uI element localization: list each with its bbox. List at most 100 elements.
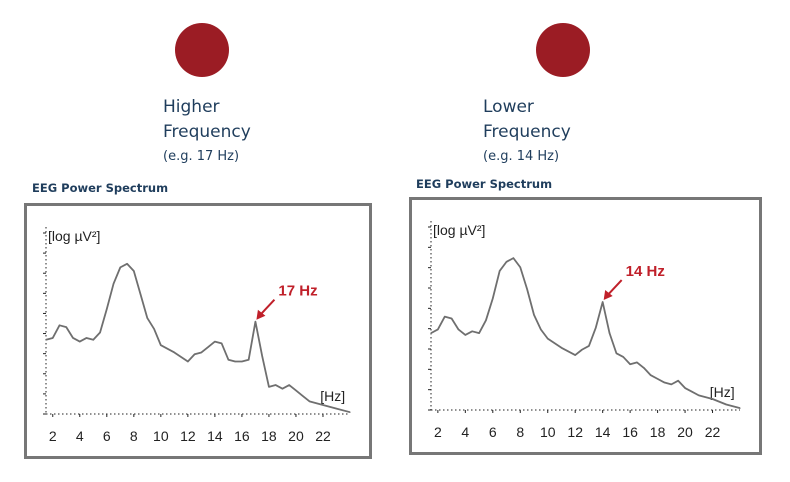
- data-point: [663, 381, 666, 384]
- data-point: [79, 341, 81, 343]
- data-point: [146, 317, 148, 319]
- annotation-arrowhead: [256, 309, 266, 320]
- x-tick-label: 16: [622, 424, 638, 440]
- data-point: [451, 317, 453, 320]
- spectrum-heading: EEG Power Spectrum: [32, 181, 169, 195]
- data-point: [227, 359, 229, 361]
- data-point: [670, 383, 672, 385]
- data-point: [588, 345, 590, 347]
- peak-annotation-label: 17 Hz: [278, 283, 317, 300]
- data-point: [254, 321, 257, 323]
- data-point: [72, 337, 74, 339]
- data-point: [119, 266, 121, 268]
- data-point: [464, 334, 466, 336]
- indicator-dot-higher: [175, 23, 229, 77]
- data-point: [739, 407, 741, 409]
- chart-frame: [409, 197, 762, 455]
- data-point: [288, 384, 290, 386]
- data-point: [595, 327, 597, 329]
- data-point: [560, 347, 563, 349]
- data-point: [629, 363, 631, 365]
- data-point: [512, 257, 514, 259]
- data-point: [139, 293, 142, 296]
- annotation-arrowhead: [603, 290, 613, 301]
- annotation-arrow: [259, 299, 276, 316]
- data-point: [540, 328, 542, 331]
- x-tick-label: 6: [489, 424, 497, 440]
- chart-frame: [24, 203, 372, 459]
- spectrum-heading: EEG Power Spectrum: [416, 177, 553, 191]
- x-tick-label: 2: [434, 424, 442, 440]
- data-point: [499, 270, 501, 272]
- indicator-dot-lower: [536, 23, 590, 77]
- data-point: [261, 355, 263, 357]
- data-point: [711, 398, 714, 400]
- panel-label-line1: Higher: [163, 97, 220, 117]
- data-point: [478, 332, 480, 334]
- data-point: [308, 400, 311, 402]
- data-point: [281, 388, 284, 390]
- data-point: [622, 356, 624, 358]
- data-point: [200, 351, 202, 354]
- data-point: [65, 326, 67, 328]
- data-point: [602, 301, 604, 303]
- data-point: [126, 263, 128, 265]
- data-point: [457, 328, 460, 331]
- data-point: [112, 283, 115, 285]
- y-axis-label: [log µV²]: [48, 228, 100, 244]
- x-tick-label: 12: [180, 428, 196, 444]
- x-tick-label: 12: [567, 424, 583, 440]
- data-point: [684, 387, 686, 389]
- data-point: [636, 361, 638, 364]
- x-tick-label: 18: [261, 428, 277, 444]
- data-point: [533, 314, 535, 316]
- data-point: [492, 297, 494, 299]
- data-point: [437, 328, 439, 331]
- data-point: [221, 342, 223, 345]
- x-tick-label: 8: [130, 428, 138, 444]
- data-point: [173, 351, 175, 354]
- data-point: [677, 380, 679, 382]
- data-point: [214, 341, 216, 343]
- data-point: [187, 360, 189, 363]
- data-point: [241, 360, 243, 363]
- panel-label-line2: Frequency: [483, 122, 571, 142]
- data-point: [430, 332, 432, 334]
- eeg-spectrum-chart-lower: [log µV²] [Hz] 2 4 6 8 10 12 14 16 18 20 22 14 Hz: [409, 197, 762, 455]
- data-point: [485, 319, 487, 321]
- data-point: [295, 389, 297, 392]
- data-point: [657, 378, 659, 380]
- data-point: [650, 374, 652, 376]
- x-tick-label: 22: [315, 428, 331, 444]
- eeg-spectrum-chart-higher: [log µV²] [Hz] 2 4 6 8 10 12 14 16 18 20 22 17 Hz: [24, 203, 372, 459]
- x-tick-label: 2: [49, 428, 57, 444]
- data-point: [526, 288, 528, 290]
- peak-annotation-label: 14 Hz: [626, 263, 665, 280]
- x-tick-label: 8: [516, 424, 524, 440]
- y-axis-label: [log µV²]: [433, 222, 485, 238]
- data-point: [92, 339, 94, 341]
- x-tick-label: 4: [76, 428, 84, 444]
- data-point: [207, 346, 209, 348]
- data-point: [234, 360, 236, 363]
- data-point: [608, 332, 611, 334]
- data-point: [106, 308, 108, 310]
- x-tick-label: 6: [103, 428, 111, 444]
- data-point: [58, 324, 61, 326]
- data-point: [52, 337, 54, 339]
- data-point: [698, 394, 700, 396]
- x-tick-label: 20: [288, 428, 304, 444]
- data-point: [45, 339, 47, 341]
- data-point: [99, 331, 101, 334]
- x-axis-label: [Hz]: [710, 384, 735, 400]
- data-point: [153, 328, 155, 330]
- data-point: [615, 352, 617, 354]
- x-tick-label: 10: [153, 428, 169, 444]
- x-tick-label: 14: [595, 424, 611, 440]
- panel-example: (e.g. 17 Hz): [163, 149, 240, 164]
- annotation-arrow: [606, 279, 623, 296]
- data-point: [691, 391, 693, 393]
- x-tick-label: 14: [207, 428, 223, 444]
- data-point: [275, 384, 277, 386]
- data-point: [581, 349, 583, 351]
